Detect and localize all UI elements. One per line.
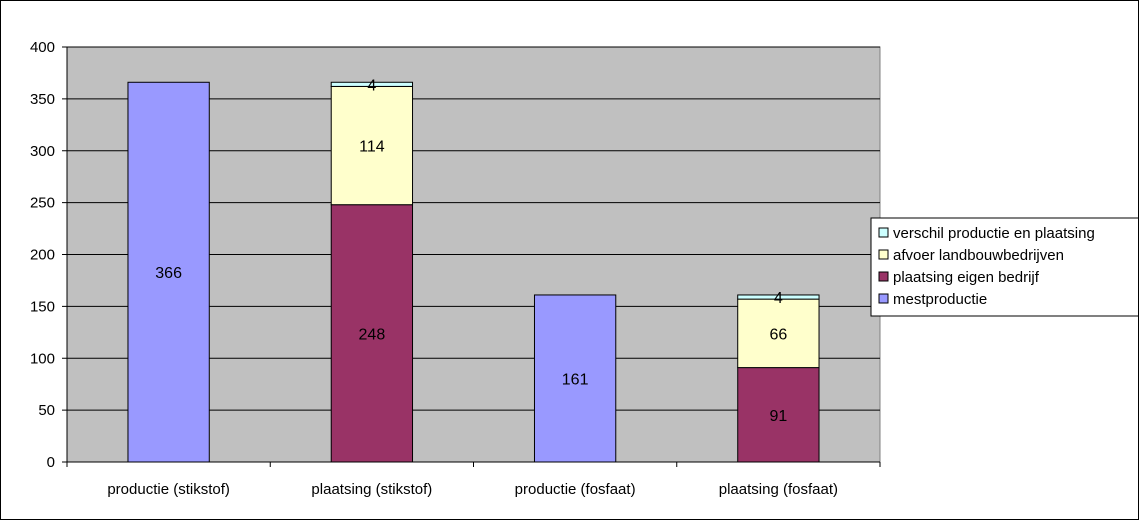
y-tick-label: 100 bbox=[30, 350, 55, 367]
legend-swatch bbox=[878, 249, 889, 260]
bar-plaatsing-eigen-bedrijf bbox=[737, 367, 820, 463]
bar-afvoer-landbouwbedrijven bbox=[737, 298, 820, 369]
data-label: 4 bbox=[774, 290, 783, 307]
legend-label: plaatsing eigen bedrijf bbox=[893, 269, 1040, 286]
x-tick-label: productie (fosfaat) bbox=[515, 481, 636, 498]
data-label: 91 bbox=[769, 408, 787, 425]
y-tick-label: 350 bbox=[30, 91, 55, 108]
data-label: 114 bbox=[359, 139, 385, 156]
y-tick-label: 400 bbox=[30, 39, 55, 56]
legend-swatch bbox=[878, 227, 889, 238]
data-label: 4 bbox=[367, 77, 376, 94]
data-label: 248 bbox=[359, 326, 386, 343]
legend-label: verschil productie en plaatsing bbox=[893, 225, 1095, 242]
y-tick-label: 150 bbox=[30, 298, 55, 315]
legend: verschil productie en plaatsing afvoer la… bbox=[870, 217, 1139, 317]
y-tick-label: 50 bbox=[38, 402, 55, 419]
data-label: 161 bbox=[562, 371, 589, 388]
y-tick-label: 0 bbox=[47, 454, 55, 471]
x-tick-label: plaatsing (fosfaat) bbox=[719, 481, 838, 498]
legend-swatch bbox=[878, 293, 889, 304]
bar-verschil-productie-en-plaatsing bbox=[737, 294, 820, 300]
data-label: 366 bbox=[155, 265, 182, 282]
y-tick-label: 200 bbox=[30, 247, 55, 264]
legend-label: afvoer landbouwbedrijven bbox=[893, 247, 1064, 264]
bar-mestproductie bbox=[533, 294, 617, 463]
bar-plaatsing-eigen-bedrijf bbox=[330, 204, 414, 463]
y-tick-label: 250 bbox=[30, 195, 55, 212]
bar-afvoer-landbouwbedrijven bbox=[330, 85, 414, 206]
x-tick-label: productie (stikstof) bbox=[107, 481, 230, 498]
legend-box bbox=[870, 217, 1139, 317]
legend-label: mestproductie bbox=[893, 291, 987, 308]
data-label: 66 bbox=[769, 326, 787, 343]
bar-mestproductie bbox=[127, 81, 210, 463]
bar-verschil-productie-en-plaatsing bbox=[330, 81, 414, 87]
x-tick-label: plaatsing (stikstof) bbox=[311, 481, 432, 498]
y-tick-label: 300 bbox=[30, 143, 55, 160]
legend-swatch bbox=[878, 271, 889, 282]
